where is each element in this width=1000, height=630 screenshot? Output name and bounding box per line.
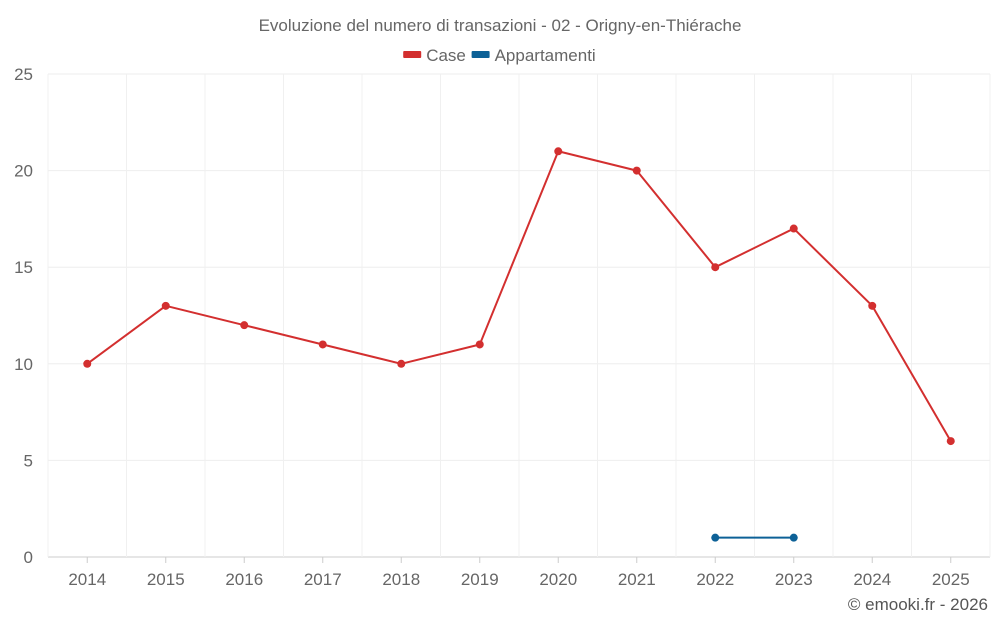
x-tick-label: 2019	[461, 570, 499, 589]
legend-label: Appartamenti	[495, 46, 596, 65]
data-point[interactable]	[946, 437, 955, 446]
data-point[interactable]	[475, 340, 484, 349]
x-tick-label: 2023	[775, 570, 813, 589]
data-point[interactable]	[868, 301, 877, 310]
data-point[interactable]	[554, 147, 563, 156]
y-tick-label: 10	[14, 355, 33, 374]
legend-label: Case	[426, 46, 466, 65]
credit-text: © emooki.fr - 2026	[848, 595, 988, 614]
x-tick-label: 2016	[225, 570, 263, 589]
x-tick-label: 2017	[304, 570, 342, 589]
x-tick-label: 2022	[696, 570, 734, 589]
series-case	[83, 147, 955, 446]
grid	[47, 73, 991, 563]
legend-swatch	[471, 51, 490, 58]
series-line	[86, 150, 952, 442]
series-appartamenti	[711, 533, 798, 542]
data-point[interactable]	[83, 359, 92, 368]
series-layer	[83, 147, 955, 542]
x-tick-label: 2021	[618, 570, 656, 589]
data-point[interactable]	[789, 224, 798, 233]
legend: Case Appartamenti	[403, 46, 596, 65]
data-point[interactable]	[240, 321, 249, 330]
data-point[interactable]	[711, 263, 720, 272]
y-axis: 0 5 10 15 20 25	[14, 65, 33, 567]
data-point[interactable]	[318, 340, 327, 349]
legend-swatch	[403, 51, 422, 58]
x-tick-label: 2024	[853, 570, 891, 589]
y-tick-label: 25	[14, 65, 33, 84]
x-tick-label: 2014	[68, 570, 106, 589]
y-tick-label: 5	[24, 451, 33, 470]
legend-item-case[interactable]: Case	[403, 46, 466, 65]
data-point[interactable]	[632, 166, 641, 175]
x-tick-label: 2015	[147, 570, 185, 589]
data-point[interactable]	[397, 359, 406, 368]
x-axis: 2014 2015 2016 2017 2018 2019 2020 2021 2022 2023…	[68, 570, 969, 589]
data-point[interactable]	[789, 533, 798, 542]
x-tick-label: 2018	[382, 570, 420, 589]
x-tick-label: 2025	[932, 570, 970, 589]
chart-title: Evoluzione del numero di transazioni - 0…	[259, 16, 742, 35]
data-point[interactable]	[711, 533, 720, 542]
y-tick-label: 20	[14, 162, 33, 181]
y-tick-label: 15	[14, 258, 33, 277]
data-point[interactable]	[161, 301, 170, 310]
legend-item-appartamenti[interactable]: Appartamenti	[471, 46, 596, 65]
x-tick-label: 2020	[539, 570, 577, 589]
y-tick-label: 0	[24, 548, 33, 567]
